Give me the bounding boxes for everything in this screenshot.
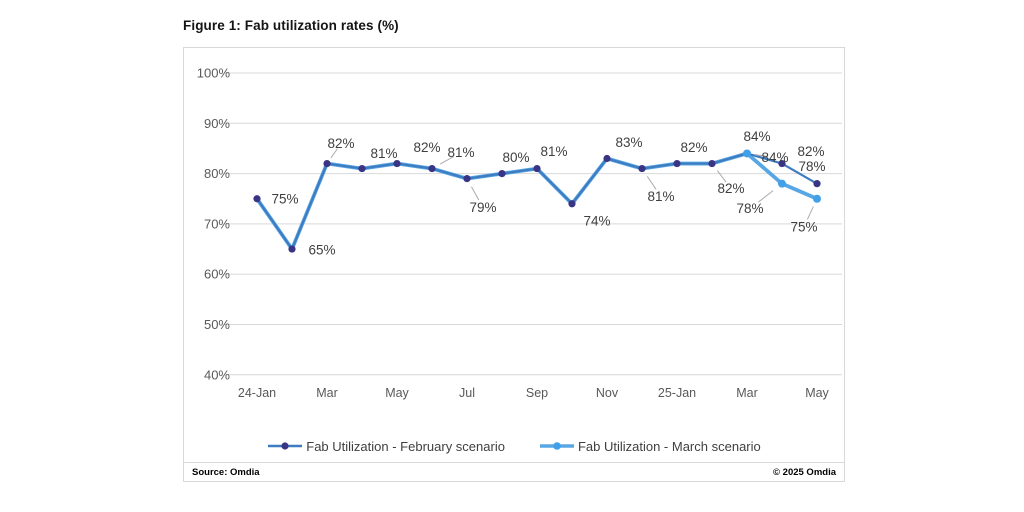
legend-label-february: Fab Utilization - February scenario — [306, 438, 505, 454]
february-data-point-marker — [813, 180, 821, 188]
data-label-leader-line — [806, 206, 814, 220]
y-axis-tick-label: 60% — [204, 267, 230, 282]
data-label: 82% — [797, 144, 824, 159]
march-data-point-marker — [778, 179, 786, 188]
x-axis-tick-label: Mar — [316, 386, 338, 400]
february-data-point-marker — [358, 164, 366, 173]
data-label: 81% — [540, 144, 567, 159]
legend-label-march: Fab Utilization - March scenario — [577, 438, 761, 454]
data-label: 75% — [790, 219, 817, 234]
data-label-leader-line — [754, 154, 768, 157]
data-label-leader-line — [646, 176, 657, 190]
data-label: 84% — [743, 129, 770, 144]
x-axis-tick-label: Sep — [526, 386, 548, 400]
x-axis-tick-label: Nov — [596, 386, 619, 400]
data-label: 82% — [717, 181, 744, 196]
february-data-point-marker — [533, 164, 541, 173]
x-axis-tick-label: Jul — [459, 386, 475, 400]
february-data-point-marker — [323, 159, 331, 168]
data-label: 82% — [327, 136, 354, 151]
data-label-leader-line — [471, 186, 480, 201]
march-data-point-marker — [813, 194, 821, 203]
y-axis-tick-label: 90% — [204, 116, 230, 131]
february-data-point-marker — [603, 154, 611, 163]
data-label: 78% — [736, 201, 763, 216]
legend: Fab Utilization - February scenario Fab … — [184, 432, 844, 460]
y-axis-tick-label: 40% — [204, 367, 230, 382]
x-axis-tick-label: May — [385, 386, 409, 400]
source-note: Source: Omdia — [192, 466, 260, 478]
data-label: 78% — [798, 159, 825, 174]
data-label: 75% — [271, 191, 298, 206]
february-data-point-marker — [638, 164, 646, 173]
data-label: 81% — [447, 145, 474, 160]
data-label: 82% — [413, 140, 440, 155]
legend-swatch-march-icon — [539, 442, 574, 450]
y-axis-tick-label: 70% — [204, 216, 230, 231]
data-label-leader-line — [439, 156, 454, 165]
figure-box: 100% 90% 80% 70% 60% 50% 40% 24-Jan Mar May Jul Sep… — [183, 47, 845, 482]
data-label-leader-line — [758, 190, 774, 203]
data-label: 83% — [615, 135, 642, 150]
y-axis-tick-label: 80% — [204, 166, 230, 181]
x-axis-tick-label: 24-Jan — [238, 386, 276, 400]
data-label: 65% — [308, 243, 335, 258]
y-axis-tick-label: 50% — [204, 317, 230, 332]
february-data-point-marker — [288, 245, 296, 253]
data-label: 79% — [469, 200, 496, 215]
copyright-note: © 2025 Omdia — [773, 466, 836, 478]
february-data-point-marker — [673, 159, 681, 168]
data-label: 84% — [761, 150, 788, 165]
data-label: 82% — [680, 140, 707, 155]
data-label-leader-line — [330, 148, 338, 159]
data-label: 74% — [583, 213, 610, 228]
legend-swatch-february-icon — [268, 442, 303, 450]
y-axis-tick-label: 100% — [197, 66, 231, 81]
data-label-leader-line — [716, 170, 727, 183]
figure-title: Figure 1: Fab utilization rates (%) — [183, 18, 399, 33]
february-data-point-marker — [393, 159, 401, 168]
data-label: 80% — [502, 150, 529, 165]
february-data-point-marker — [463, 175, 471, 183]
legend-item-march: Fab Utilization - March scenario — [539, 439, 761, 454]
chart-canvas: 100% 90% 80% 70% 60% 50% 40% 24-Jan Mar May Jul Sep… — [197, 66, 842, 400]
data-label: 81% — [370, 146, 397, 161]
x-axis-tick-label: Mar — [736, 386, 758, 400]
february-data-point-marker — [498, 170, 506, 178]
february-data-point-marker — [253, 195, 261, 203]
legend-item-february: Fab Utilization - February scenario — [267, 439, 505, 454]
february-data-point-marker — [778, 159, 786, 168]
march-data-point-marker — [743, 149, 751, 158]
x-axis-tick-label: May — [805, 386, 829, 400]
x-axis-tick-label: 25-Jan — [658, 386, 696, 400]
february-data-point-marker — [708, 159, 716, 168]
data-label: 81% — [647, 189, 674, 204]
february-data-point-marker — [568, 200, 576, 208]
figure-footer: Source: Omdia © 2025 Omdia — [184, 462, 844, 481]
february-data-point-marker — [428, 164, 436, 173]
